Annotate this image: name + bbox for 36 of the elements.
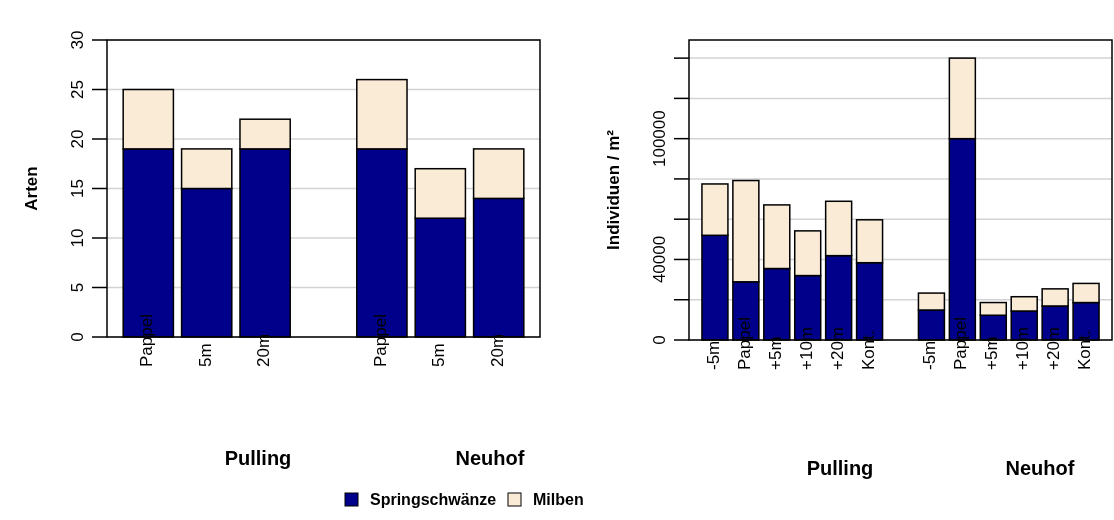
x-tick-label: +5m (982, 336, 1002, 370)
text: Pulling (806, 457, 874, 479)
y-tick-label: 20 (68, 129, 87, 149)
legend-label: Milben (533, 491, 584, 508)
y-tick-label: 100000 (650, 110, 669, 168)
x-tick-label: 20m (254, 333, 274, 367)
x-tick-label: -5m (703, 340, 723, 370)
x-tick-label: -5m (920, 340, 940, 370)
y-tick-label: 5 (68, 282, 87, 293)
text: Neuhof (455, 447, 525, 469)
x-tick-label: +10m (1013, 327, 1033, 370)
x-tick-label: 5m (195, 343, 215, 367)
x-tick-label: Pappel (951, 317, 971, 370)
x-tick-label: Pappel (137, 314, 157, 367)
x-tick-label: +20m (827, 327, 847, 370)
y-tick-label: 0 (68, 332, 87, 342)
y-tick-label: 10 (68, 228, 87, 248)
y-axis-title: Arten (22, 166, 41, 211)
x-tick-label: +5m (765, 336, 785, 370)
x-tick-label: +10m (796, 327, 816, 370)
x-tick-label: 5m (429, 343, 449, 367)
y-tick-label: 15 (68, 179, 87, 198)
y-axis-title: Individuen / m² (604, 129, 623, 250)
y-tick-label: 0 (650, 335, 669, 345)
x-tick-label: Pappel (734, 317, 754, 370)
y-tick-label: 40000 (650, 235, 669, 284)
x-tick-label: Pappel (370, 314, 390, 367)
x-tick-label: Kont. (1075, 330, 1095, 370)
text: Neuhof (1005, 457, 1075, 479)
x-tick-label: Kont. (858, 330, 878, 370)
text: Pulling (224, 447, 292, 469)
x-tick-label: 20m (487, 333, 507, 367)
y-tick-label: 25 (68, 80, 87, 99)
x-tick-label: +20m (1044, 327, 1064, 370)
y-tick-label: 30 (68, 30, 87, 50)
legend-label: Springschwänze (370, 491, 497, 508)
